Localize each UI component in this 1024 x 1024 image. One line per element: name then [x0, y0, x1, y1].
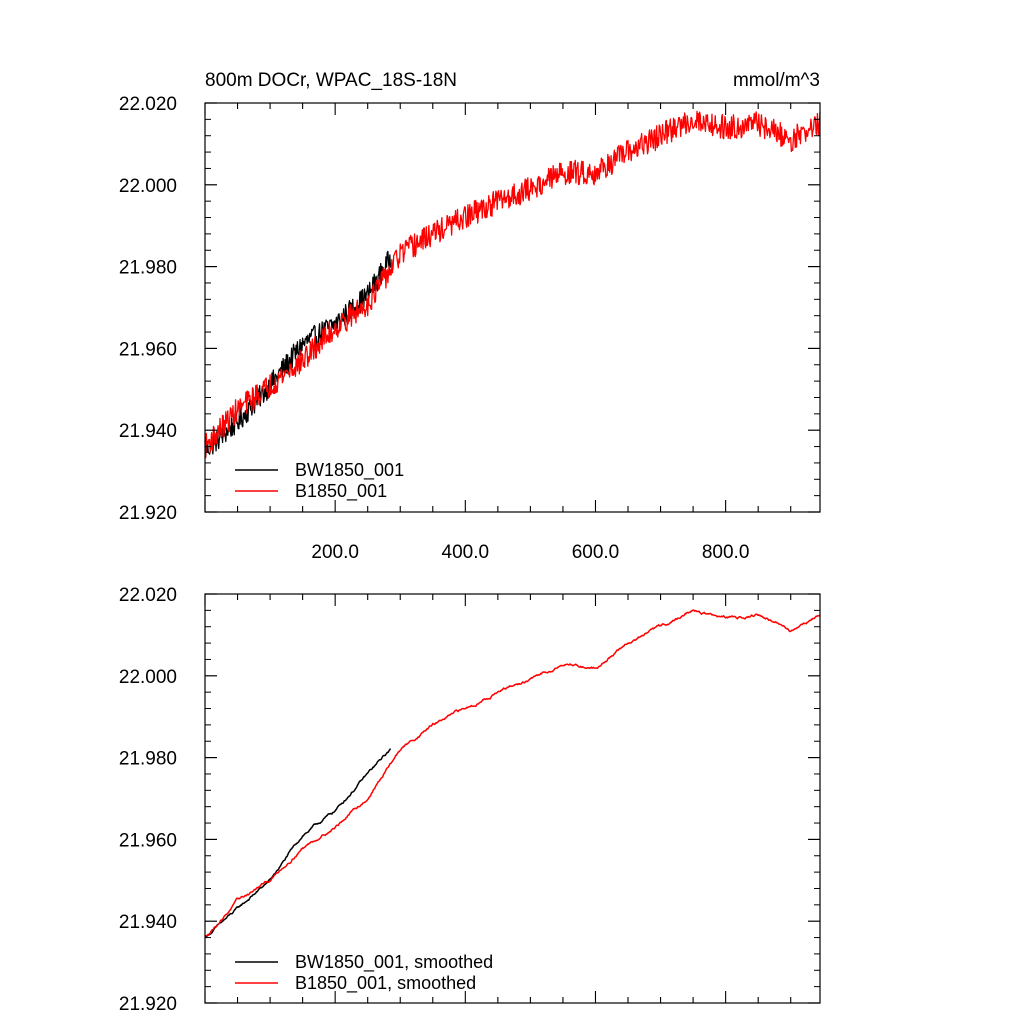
- top-panel: 21.920 21.940 21.960 21.980 22.000 22.020 200.…: [119, 94, 821, 563]
- series-line-bw1850-001: [204, 748, 392, 939]
- x-tick-label: 400.0: [442, 542, 490, 563]
- legend-label: B1850_001, smoothed: [295, 973, 476, 994]
- x-tick-label: 800.0: [702, 542, 750, 563]
- plot-frame: [204, 593, 821, 1004]
- y-tick-label: 21.980: [119, 258, 177, 279]
- x-tick-label: 200.0: [311, 542, 359, 563]
- plot-frame: [204, 102, 821, 513]
- y-tick-label: 21.960: [119, 339, 177, 360]
- legend-label: BW1850_001: [295, 460, 404, 481]
- series-line-b1850-001: [204, 609, 821, 938]
- y-tick-label: 21.960: [119, 830, 177, 851]
- legend-label: BW1850_001, smoothed: [295, 952, 493, 973]
- series-line-b1850-001: [204, 110, 821, 459]
- bottom-panel: 21.920 21.940 21.960 21.980 22.000 22.020 BW18…: [119, 585, 821, 1015]
- y-tick-label: 21.940: [119, 912, 177, 933]
- y-tick-label: 21.940: [119, 421, 177, 442]
- legend-label: B1850_001: [295, 481, 387, 502]
- chart-units-label: mmol/m^3: [733, 70, 820, 91]
- y-tick-label: 21.980: [119, 749, 177, 770]
- y-tick-label: 21.920: [119, 503, 177, 524]
- x-tick-label: 600.0: [572, 542, 620, 563]
- y-tick-label: 22.020: [119, 94, 177, 115]
- y-tick-label: 22.000: [119, 667, 177, 688]
- y-tick-label: 21.920: [119, 994, 177, 1015]
- chart-title: 800m DOCr, WPAC_18S-18N: [205, 70, 457, 91]
- y-tick-label: 22.000: [119, 176, 177, 197]
- y-tick-label: 22.020: [119, 585, 177, 606]
- series-line-bw1850-001: [204, 250, 392, 458]
